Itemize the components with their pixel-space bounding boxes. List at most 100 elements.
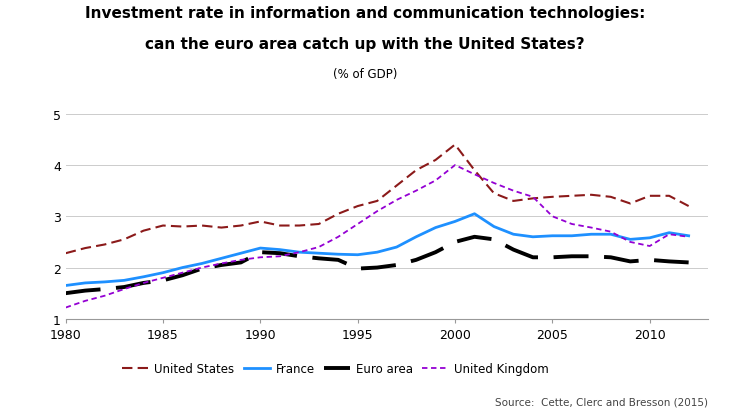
Euro area [645, 258, 654, 263]
Text: Source:  Cette, Clerc and Bresson (2015): Source: Cette, Clerc and Bresson (2015) [495, 397, 708, 407]
France [100, 280, 109, 285]
United Kingdom [607, 230, 615, 235]
France [237, 251, 245, 256]
Euro area [665, 259, 674, 264]
France [353, 253, 362, 258]
United States [100, 243, 109, 247]
France [431, 226, 440, 231]
United States [120, 237, 128, 242]
United Kingdom [295, 250, 304, 255]
United States [684, 204, 693, 209]
Euro area [684, 261, 693, 265]
Euro area [626, 259, 634, 264]
Text: Investment rate in information and communication technologies:: Investment rate in information and commu… [85, 6, 645, 21]
United States [275, 223, 284, 228]
Euro area [139, 281, 148, 286]
Euro area [61, 291, 70, 296]
France [548, 234, 557, 239]
France [490, 225, 499, 229]
United States [470, 169, 479, 173]
France [567, 234, 576, 239]
France [665, 231, 674, 236]
Euro area [412, 258, 420, 263]
Euro area [256, 250, 265, 255]
Euro area [450, 240, 459, 245]
United Kingdom [198, 265, 207, 270]
United States [626, 202, 634, 207]
United Kingdom [587, 226, 596, 231]
Euro area [431, 250, 440, 255]
United States [529, 196, 537, 201]
United Kingdom [334, 235, 342, 240]
United Kingdom [490, 181, 499, 186]
United States [61, 251, 70, 256]
France [315, 251, 323, 256]
United Kingdom [315, 245, 323, 250]
Euro area [373, 265, 382, 270]
Euro area [295, 254, 304, 259]
Euro area [198, 267, 207, 272]
United States [412, 169, 420, 173]
France [684, 234, 693, 239]
Euro area [607, 255, 615, 260]
France [217, 256, 226, 261]
United Kingdom [237, 258, 245, 263]
Euro area [392, 263, 401, 268]
France [645, 236, 654, 240]
France [392, 245, 401, 250]
France [587, 232, 596, 237]
Euro area [178, 273, 187, 278]
France [529, 235, 537, 240]
Text: can the euro area catch up with the United States?: can the euro area catch up with the Unit… [145, 37, 585, 52]
Euro area [334, 258, 342, 263]
United Kingdom [529, 195, 537, 200]
United Kingdom [61, 305, 70, 310]
United Kingdom [178, 271, 187, 276]
United Kingdom [450, 163, 459, 168]
United Kingdom [684, 235, 693, 240]
France [334, 252, 342, 257]
Line: United States: United States [66, 145, 688, 254]
France [61, 283, 70, 288]
United Kingdom [431, 179, 440, 184]
Euro area [529, 255, 537, 260]
United States [665, 194, 674, 199]
Euro area [81, 288, 90, 293]
United States [450, 143, 459, 148]
United States [567, 194, 576, 199]
United Kingdom [353, 222, 362, 227]
France [256, 246, 265, 251]
United States [607, 195, 615, 200]
Euro area [567, 254, 576, 259]
Euro area [120, 285, 128, 290]
United Kingdom [509, 189, 518, 194]
United Kingdom [470, 173, 479, 178]
United Kingdom [120, 287, 128, 292]
France [626, 237, 634, 242]
United Kingdom [81, 299, 90, 303]
United Kingdom [392, 198, 401, 203]
United Kingdom [645, 244, 654, 249]
United States [158, 223, 167, 228]
France [178, 265, 187, 270]
United States [334, 212, 342, 217]
France [607, 232, 615, 237]
United States [490, 191, 499, 196]
France [509, 232, 518, 237]
United Kingdom [158, 276, 167, 281]
France [275, 247, 284, 252]
Euro area [353, 267, 362, 272]
Text: (% of GDP): (% of GDP) [333, 67, 397, 81]
France [295, 250, 304, 255]
Euro area [100, 287, 109, 292]
Euro area [587, 254, 596, 259]
Euro area [490, 237, 499, 242]
United States [198, 223, 207, 228]
United States [139, 229, 148, 234]
France [81, 281, 90, 286]
Euro area [470, 235, 479, 240]
Euro area [315, 256, 323, 261]
United Kingdom [626, 240, 634, 245]
Line: France: France [66, 214, 688, 286]
France [412, 235, 420, 240]
